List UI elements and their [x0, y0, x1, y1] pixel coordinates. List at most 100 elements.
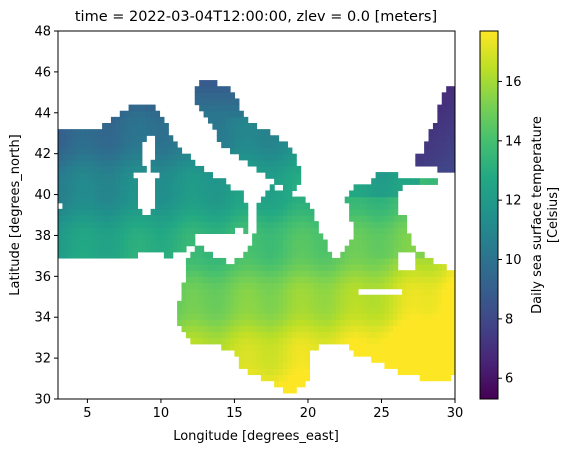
heatmap-cell	[375, 307, 381, 314]
heatmap-cell	[397, 343, 403, 351]
heatmap-cell	[252, 362, 258, 369]
heatmap-cell	[252, 129, 258, 136]
heatmap-cell	[428, 337, 434, 345]
heatmap-cell	[269, 196, 275, 204]
heatmap-cell	[185, 239, 191, 247]
y-tick-label: 38	[34, 229, 51, 244]
heatmap-cell	[309, 270, 315, 277]
heatmap-cell	[362, 276, 368, 284]
heatmap-cell	[402, 307, 408, 314]
heatmap-cell	[291, 233, 297, 241]
heatmap-cell	[119, 184, 125, 192]
heatmap-cell	[221, 331, 227, 339]
heatmap-cell	[446, 349, 452, 357]
heatmap-cell	[269, 227, 275, 234]
heatmap-cell	[243, 141, 249, 149]
heatmap-cell	[243, 123, 249, 130]
heatmap-cell	[441, 362, 447, 369]
heatmap-cell	[230, 135, 236, 142]
heatmap-cell	[269, 319, 275, 326]
heatmap-cell	[384, 227, 390, 234]
heatmap-cell	[185, 159, 191, 167]
heatmap-cell	[221, 282, 227, 290]
heatmap-cell	[410, 319, 416, 326]
heatmap-cell	[88, 178, 94, 185]
heatmap-cell	[102, 221, 108, 228]
heatmap-cell	[247, 264, 253, 271]
heatmap-cell	[366, 215, 372, 222]
heatmap-cell	[71, 215, 77, 222]
heatmap-cell	[349, 245, 355, 253]
heatmap-cell	[410, 325, 416, 333]
heatmap-cell	[349, 270, 355, 277]
heatmap-cell	[397, 337, 403, 345]
heatmap-cell	[124, 172, 130, 179]
heatmap-cell	[80, 251, 86, 259]
heatmap-cell	[216, 276, 222, 284]
heatmap-cell	[349, 215, 355, 222]
heatmap-cell	[190, 264, 196, 271]
heatmap-cell	[380, 270, 386, 277]
heatmap-cell	[168, 215, 174, 222]
heatmap-cell	[155, 116, 161, 124]
heatmap-cell	[291, 349, 297, 357]
heatmap-cell	[432, 147, 438, 155]
heatmap-cell	[256, 147, 262, 155]
heatmap-cell	[305, 313, 311, 320]
heatmap-cell	[260, 129, 266, 136]
heatmap-cell	[163, 141, 169, 149]
heatmap-cell	[384, 202, 390, 210]
heatmap-cell	[274, 282, 280, 290]
heatmap-cell	[388, 202, 394, 210]
heatmap-cell	[203, 208, 209, 216]
heatmap-cell	[212, 227, 218, 234]
heatmap-cell	[194, 202, 200, 210]
x-tick-label: 30	[447, 406, 464, 421]
heatmap-cell	[318, 331, 324, 339]
heatmap-cell	[185, 165, 191, 173]
heatmap-cell	[225, 92, 231, 100]
heatmap-cell	[88, 227, 94, 234]
heatmap-cell	[291, 276, 297, 284]
heatmap-cell	[146, 233, 152, 241]
heatmap-cell	[265, 331, 271, 339]
heatmap-cell	[305, 374, 311, 382]
heatmap-cell	[168, 141, 174, 149]
heatmap-cell	[274, 337, 280, 345]
heatmap-cell	[327, 264, 333, 271]
heatmap-cell	[93, 202, 99, 210]
heatmap-cell	[132, 233, 138, 241]
heatmap-cell	[247, 288, 253, 296]
heatmap-cell	[402, 313, 408, 320]
heatmap-cell	[146, 116, 152, 124]
heatmap-cell	[159, 165, 165, 173]
heatmap-cell	[287, 368, 293, 376]
heatmap-cell	[432, 325, 438, 333]
heatmap-cell	[291, 300, 297, 308]
heatmap-cell	[366, 190, 372, 198]
heatmap-cell	[247, 270, 253, 277]
heatmap-cell	[88, 251, 94, 259]
heatmap-cell	[375, 208, 381, 216]
heatmap-cell	[349, 325, 355, 333]
heatmap-cell	[441, 98, 447, 106]
heatmap-cell	[282, 257, 288, 265]
heatmap-cell	[115, 178, 121, 185]
heatmap-cell	[238, 116, 244, 124]
heatmap-cell	[132, 153, 138, 161]
heatmap-cell	[305, 307, 311, 314]
heatmap-cell	[247, 331, 253, 339]
heatmap-cell	[296, 313, 302, 320]
heatmap-cell	[291, 264, 297, 271]
heatmap-cell	[349, 282, 355, 290]
heatmap-cell	[177, 300, 183, 308]
heatmap-cell	[102, 141, 108, 149]
heatmap-cell	[424, 264, 430, 271]
heatmap-cell	[349, 300, 355, 308]
heatmap-cell	[256, 288, 262, 296]
heatmap-cell	[428, 129, 434, 136]
heatmap-cell	[291, 374, 297, 382]
heatmap-cell	[84, 251, 90, 259]
heatmap-cell	[234, 349, 240, 357]
heatmap-cell	[199, 104, 205, 112]
